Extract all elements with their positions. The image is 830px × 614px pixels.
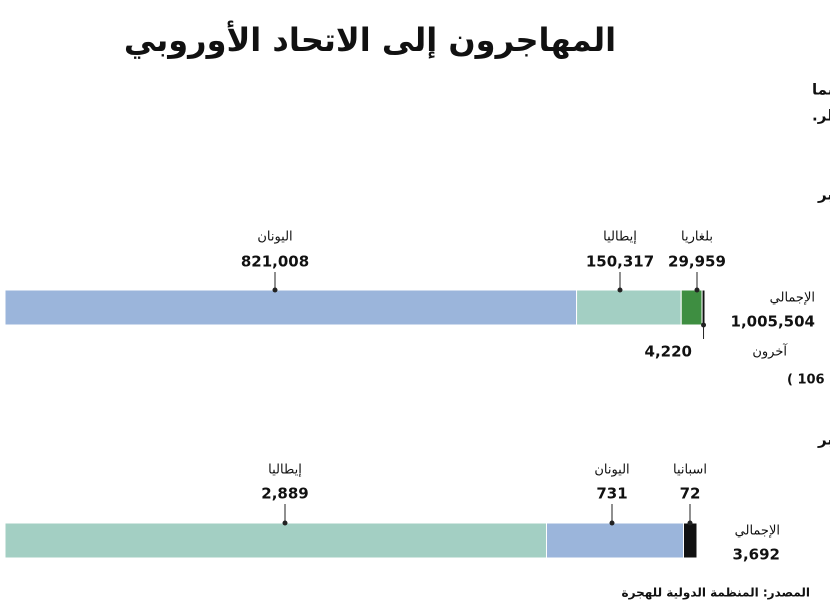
- segment-value: 821,008: [241, 253, 309, 271]
- segment-name: اليونان: [594, 463, 629, 478]
- total-value: 3,692: [733, 546, 780, 564]
- intro-line: قالت المنظمة الدولية للهجرة إن اكثر من م…: [812, 81, 830, 99]
- segment-value: 2,889: [261, 485, 308, 503]
- segment-name: بلغاريا: [681, 230, 713, 245]
- segment-value: 72: [680, 485, 701, 503]
- total-name: الإجمالي: [735, 524, 780, 539]
- source: المصدر: المنظمة الدولية للهجرة: [622, 586, 810, 601]
- bar-segment: [680, 289, 703, 326]
- leader-dot: [701, 322, 707, 328]
- bar-segment: [701, 289, 706, 326]
- leader-dot: [282, 520, 288, 526]
- total-value: 1,005,504: [731, 313, 815, 331]
- leader-dot: [609, 520, 615, 526]
- bar-segment: [4, 522, 547, 559]
- segment-name: اليونان: [257, 230, 292, 245]
- segment-value: 731: [596, 485, 627, 503]
- bar-segment: [576, 289, 682, 326]
- bar-segment: [545, 522, 685, 559]
- chart-subtitle: الوفيات بين المهاجرين في البحر المتوسط -…: [817, 431, 830, 449]
- title: المهاجرون إلى الاتحاد الأوروبي: [124, 20, 616, 60]
- bar-segment: [4, 289, 578, 326]
- segment-value: 29,959: [668, 253, 726, 271]
- chart-subtitle: إجمالي عدد الوافدين إلى الاتحاد الأوروبي…: [817, 186, 830, 204]
- total-name: الإجمالي: [770, 291, 815, 306]
- leader-dot: [272, 287, 278, 293]
- segment-name: آخرون: [752, 343, 788, 360]
- leader-dot: [687, 520, 693, 526]
- segment-value: 150,317: [586, 253, 654, 271]
- segment-name: اسبانيا: [673, 463, 707, 478]
- segment-name: إيطاليا: [268, 463, 302, 478]
- segment-value: 4,220: [645, 343, 692, 361]
- leader-dot: [694, 287, 700, 293]
- bar-segment: [683, 522, 698, 559]
- intro-line: توفي وفقد زهاء 3700 آخرون في رحلات محفوف…: [812, 107, 830, 125]
- leader-dot: [617, 287, 623, 293]
- segment-name: إيطاليا: [603, 230, 637, 245]
- segment-detail: (إسبانيا 3,845; قبرص 269; مالطا 106 ): [787, 373, 830, 388]
